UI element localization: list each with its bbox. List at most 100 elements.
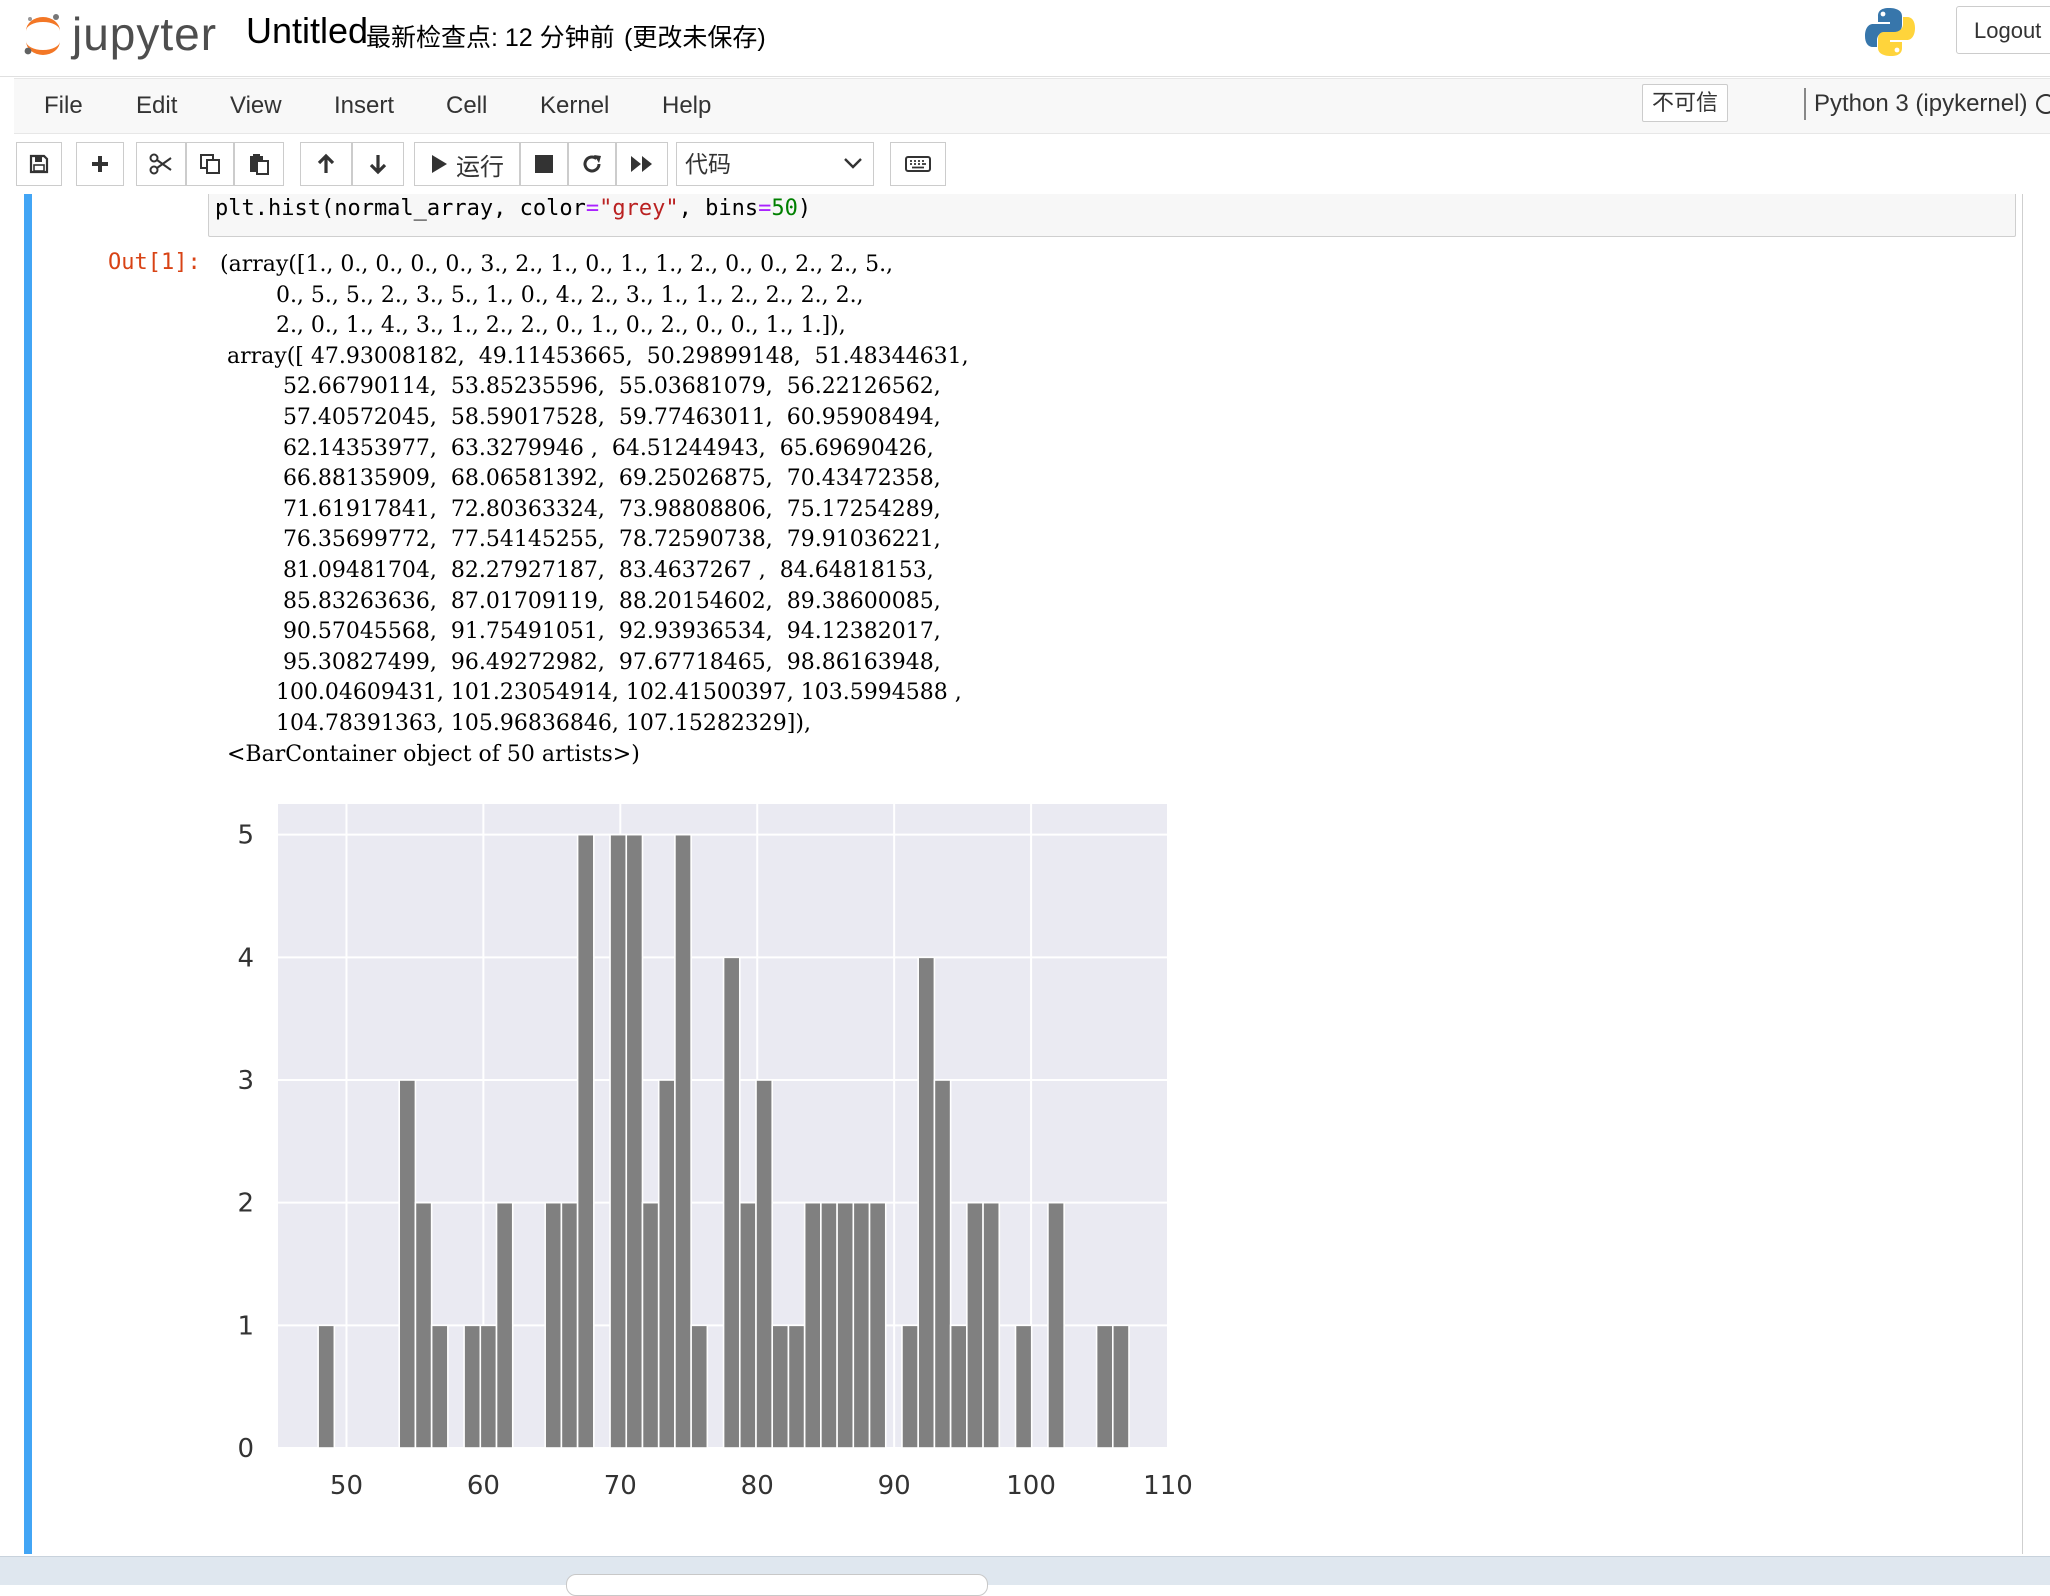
copy-icon: [200, 154, 220, 174]
histogram-bar: [738, 1201, 757, 1449]
y-tick-label: 0: [237, 1434, 254, 1464]
cell-type-value: 代码: [685, 151, 731, 177]
histogram-bar: [966, 1201, 984, 1449]
play-icon: [432, 155, 447, 173]
histogram-bar: [625, 833, 644, 1449]
menu-edit[interactable]: Edit: [136, 92, 178, 119]
chevron-down-icon: [844, 158, 862, 169]
selected-cell-indicator: [24, 194, 32, 1554]
histogram-bar: [398, 1079, 417, 1449]
restart-run-all-button[interactable]: [616, 142, 668, 186]
logout-button[interactable]: Logout: [1956, 6, 2050, 54]
histogram-bar: [917, 956, 936, 1449]
insert-cell-button[interactable]: [76, 142, 124, 186]
histogram-bar: [982, 1201, 1001, 1449]
y-tick-label: 3: [237, 1066, 254, 1096]
x-tick-label: 100: [1006, 1471, 1056, 1501]
scissors-icon: [149, 153, 172, 175]
histogram-bar: [771, 1324, 790, 1449]
histogram-bar: [479, 1324, 498, 1449]
fast-forward-icon: [631, 156, 652, 172]
menu-kernel[interactable]: Kernel: [540, 92, 610, 119]
code-token: , bins: [678, 196, 759, 221]
code-token: "grey": [599, 196, 679, 221]
histogram-bar: [803, 1201, 822, 1449]
histogram-bar: [495, 1201, 514, 1449]
x-tick-label: 90: [878, 1471, 911, 1501]
jupyter-logo[interactable]: jupyter: [22, 6, 217, 62]
histogram-bar: [1111, 1324, 1130, 1449]
jupyter-wordmark: jupyter: [72, 8, 218, 60]
histogram-bar: [722, 956, 741, 1449]
run-button-label: 运行: [456, 153, 504, 181]
restart-kernel-button[interactable]: [568, 142, 616, 186]
menu-help[interactable]: Help: [662, 92, 712, 119]
command-palette-button[interactable]: [890, 142, 946, 186]
jupyter-logo-icon: [24, 14, 60, 55]
y-tick-label: 4: [237, 943, 254, 973]
cell-type-select[interactable]: 代码: [676, 142, 874, 186]
kernel-idle-icon: [2036, 94, 2050, 114]
histogram-bar: [690, 1324, 709, 1449]
histogram-bar: [787, 1324, 806, 1449]
x-tick-label: 80: [741, 1471, 774, 1501]
copy-button[interactable]: [186, 142, 234, 186]
x-tick-label: 60: [467, 1471, 500, 1501]
histogram-bar: [463, 1324, 482, 1449]
histogram-bar: [657, 1079, 676, 1449]
move-down-button[interactable]: [352, 142, 404, 186]
histogram-bar: [852, 1201, 871, 1449]
histogram-bar: [901, 1324, 919, 1449]
notebook-container: plt.hist(normal_array, color="grey", bin…: [0, 194, 2050, 1554]
menu-insert[interactable]: Insert: [334, 92, 395, 119]
x-tick-label: 110: [1143, 1471, 1193, 1501]
interrupt-kernel-button[interactable]: [520, 142, 568, 186]
cell-border: [2022, 194, 2023, 1554]
menubar: File Edit View Insert Cell Kernel Help: [14, 78, 2050, 134]
histogram-bar: [609, 833, 628, 1449]
histogram-bar: [836, 1201, 855, 1449]
histogram-bar: [1014, 1324, 1033, 1449]
histogram-bar: [820, 1201, 838, 1449]
kernel-name[interactable]: Python 3 (ipykernel): [1814, 90, 2028, 117]
checkpoint-status: 最新检查点: 12 分钟前: [366, 24, 615, 52]
taskbar-search-pill[interactable]: [566, 1574, 988, 1596]
arrow-down-icon: [369, 155, 387, 175]
code-token: plt.hist(normal_array, color: [215, 196, 586, 221]
plus-icon: [92, 156, 108, 172]
run-button[interactable]: 运行: [414, 142, 520, 186]
histogram-chart: 50 60 70 80 90 100 110 0 1 2 3 4 5: [237, 804, 1193, 1501]
menu-cell[interactable]: Cell: [446, 92, 488, 119]
y-tick-label: 5: [237, 821, 254, 851]
menu-view[interactable]: View: [230, 92, 282, 119]
y-tick-label: 2: [237, 1189, 254, 1219]
histogram-bar: [641, 1201, 660, 1449]
histogram-bar: [1095, 1324, 1114, 1449]
x-tick-label: 70: [604, 1471, 637, 1501]
cut-button[interactable]: [136, 142, 186, 186]
histogram-bar: [414, 1201, 433, 1449]
arrow-up-icon: [317, 153, 335, 173]
refresh-icon: [583, 155, 601, 173]
paste-button[interactable]: [234, 142, 284, 186]
menu-file[interactable]: File: [44, 92, 83, 119]
histogram-bar: [560, 1201, 579, 1449]
histogram-bar: [674, 833, 692, 1449]
histogram-bar: [868, 1201, 887, 1449]
notebook-title[interactable]: Untitled: [246, 10, 369, 51]
save-button[interactable]: [16, 142, 62, 186]
taskbar-strip: [0, 1556, 2050, 1585]
code-line: plt.hist(normal_array, color="grey", bin…: [215, 196, 811, 221]
histogram-bar: [317, 1324, 336, 1449]
paste-icon: [250, 154, 269, 175]
code-token: 50: [771, 196, 798, 221]
trust-indicator[interactable]: 不可信: [1642, 84, 1729, 122]
histogram-bar: [949, 1324, 968, 1449]
x-tick-label: 50: [330, 1471, 363, 1501]
code-cell-input[interactable]: plt.hist(normal_array, color="grey", bin…: [208, 194, 2016, 237]
move-up-button[interactable]: [300, 142, 352, 186]
histogram-bar: [576, 833, 595, 1449]
keyboard-icon: [905, 156, 931, 172]
output-prompt: Out[1]:: [108, 250, 201, 275]
autosave-status: (更改未保存): [624, 24, 766, 52]
